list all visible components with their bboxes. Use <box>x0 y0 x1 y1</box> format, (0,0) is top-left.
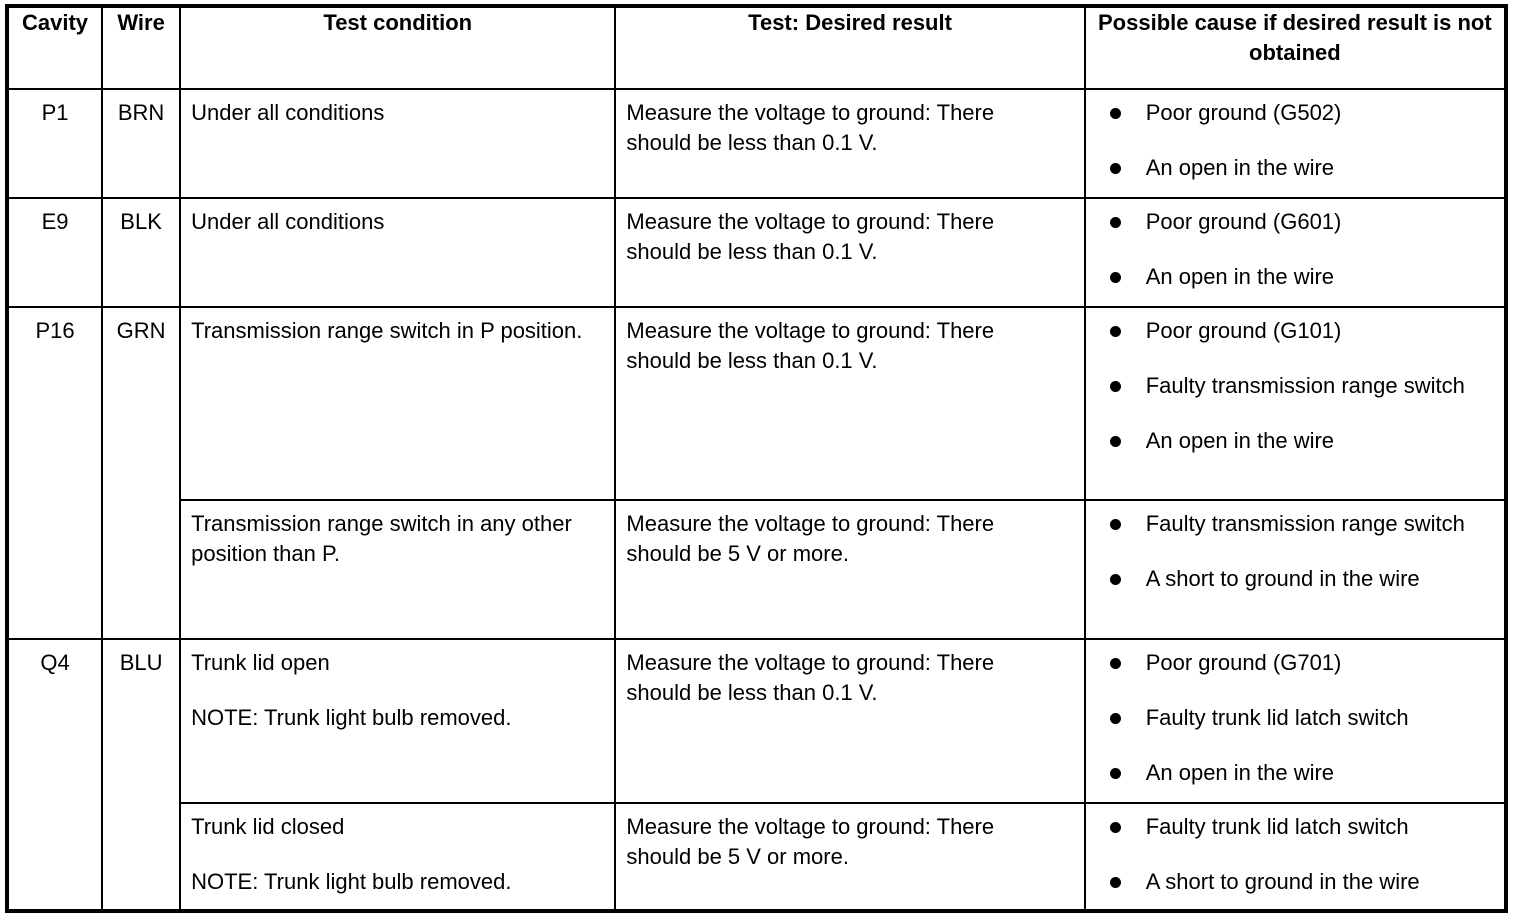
wire-cell: GRN <box>101 306 182 640</box>
cause-text: Faulty trunk lid latch switch <box>1145 705 1409 730</box>
condition-text: Under all conditions <box>191 100 385 125</box>
header-cavity: Cavity <box>5 5 104 90</box>
cause-text: Faulty trunk lid latch switch <box>1145 814 1409 839</box>
cause-item: Poor ground (G701) <box>1109 648 1494 678</box>
cavity-cell: P1 <box>5 88 104 199</box>
test-condition-cell: Under all conditions <box>179 88 617 199</box>
cause-item: An open in the wire <box>1109 153 1494 183</box>
test-condition-cell: Trunk lid open NOTE: Trunk light bulb rem… <box>179 638 617 804</box>
header-test-condition: Test condition <box>179 5 617 90</box>
bullet-icon <box>1109 326 1121 337</box>
bullet-icon <box>1109 217 1121 228</box>
cause-text: A short to ground in the wire <box>1145 869 1420 894</box>
cause-text: Faulty transmission range switch <box>1145 373 1465 398</box>
cause-item: Faulty transmission range switch <box>1109 509 1494 539</box>
cause-list: Poor ground (G101) Faulty transmission ra… <box>1096 316 1494 456</box>
header-row: Cavity Wire Test condition Test: Desired… <box>5 5 1508 90</box>
test-condition-cell: Trunk lid closed NOTE: Trunk light bulb r… <box>179 802 617 912</box>
cause-text: Poor ground (G601) <box>1145 209 1342 234</box>
desired-result-cell: Measure the voltage to ground: There sho… <box>614 638 1086 804</box>
bullet-icon <box>1109 272 1121 283</box>
cause-list: Poor ground (G701) Faulty trunk lid latch… <box>1096 648 1494 788</box>
bullet-icon <box>1109 877 1121 888</box>
cause-item: Faulty trunk lid latch switch <box>1109 703 1494 733</box>
bullet-icon <box>1109 108 1121 119</box>
cavity-cell: Q4 <box>5 638 104 912</box>
cause-text: Poor ground (G502) <box>1145 100 1342 125</box>
wire-cell: BRN <box>101 88 182 199</box>
desired-result-cell: Measure the voltage to ground: There sho… <box>614 802 1086 912</box>
bullet-icon <box>1109 381 1121 392</box>
cause-text: Poor ground (G101) <box>1145 318 1342 343</box>
table-row: P1 BRN Under all conditions Measure the vol… <box>5 88 1508 199</box>
possible-cause-cell: Poor ground (G701) Faulty trunk lid latch… <box>1083 638 1508 804</box>
table-row: P16 GRN Transmission range switch in P pos… <box>5 306 1508 640</box>
condition-text: Trunk lid closed <box>191 814 345 839</box>
test-condition-cell: Transmission range switch in P position. <box>179 306 617 501</box>
table-row: Transmission range switch in any other p… <box>7 499 1508 640</box>
bullet-icon <box>1109 713 1121 724</box>
desired-result-cell: Measure the voltage to ground: There sho… <box>614 88 1086 199</box>
possible-cause-cell: Poor ground (G601) An open in the wire <box>1083 197 1508 308</box>
header-wire: Wire <box>101 5 182 90</box>
cavity-cell: E9 <box>5 197 104 308</box>
wire-cell: BLK <box>101 197 182 308</box>
desired-result-cell: Measure the voltage to ground: There sho… <box>614 306 1086 501</box>
cause-text: An open in the wire <box>1145 428 1335 453</box>
bullet-icon <box>1109 822 1121 833</box>
condition-text: Trunk lid open <box>191 650 330 675</box>
cause-list: Faulty trunk lid latch switch A short to … <box>1096 812 1494 897</box>
condition-text: Under all conditions <box>191 209 385 234</box>
condition-text: Transmission range switch in P position. <box>191 318 583 343</box>
bullet-icon <box>1109 436 1121 447</box>
bullet-icon <box>1109 519 1121 530</box>
cause-list: Poor ground (G502) An open in the wire <box>1096 98 1494 183</box>
cause-item: Poor ground (G601) <box>1109 207 1494 237</box>
cause-item: A short to ground in the wire <box>1109 867 1494 897</box>
cause-item: An open in the wire <box>1109 426 1494 456</box>
cause-text: Poor ground (G701) <box>1145 650 1342 675</box>
cause-text: An open in the wire <box>1145 264 1335 289</box>
test-condition-cell: Under all conditions <box>179 197 617 308</box>
cause-item: An open in the wire <box>1109 758 1494 788</box>
cause-text: An open in the wire <box>1145 760 1335 785</box>
possible-cause-cell: Faulty trunk lid latch switch A short to … <box>1083 802 1508 912</box>
header-desired-result: Test: Desired result <box>614 5 1086 90</box>
possible-cause-cell: Faulty transmission range switch A short … <box>1083 499 1508 640</box>
condition-text: NOTE: Trunk light bulb removed. <box>191 705 512 730</box>
wire-cell: BLU <box>101 638 182 912</box>
cause-item: An open in the wire <box>1109 262 1494 292</box>
cavity-cell: P16 <box>5 306 104 640</box>
cause-item: Poor ground (G101) <box>1109 316 1494 346</box>
desired-result-cell: Measure the voltage to ground: There sho… <box>614 197 1086 308</box>
table-row: Trunk lid closed NOTE: Trunk light bulb r… <box>7 802 1508 912</box>
bullet-icon <box>1109 658 1121 669</box>
condition-text: Transmission range switch in any other p… <box>191 511 572 566</box>
bullet-icon <box>1109 768 1121 779</box>
cause-item: Faulty transmission range switch <box>1109 371 1494 401</box>
test-table: Cavity Wire Test condition Test: Desired… <box>5 4 1508 913</box>
header-possible-cause: Possible cause if desired result is not … <box>1083 5 1508 90</box>
bullet-icon <box>1109 574 1121 585</box>
bullet-icon <box>1109 163 1121 174</box>
condition-text: NOTE: Trunk light bulb removed. <box>191 869 512 894</box>
table-row: E9 BLK Under all conditions Measure the vol… <box>5 197 1508 308</box>
possible-cause-cell: Poor ground (G502) An open in the wire <box>1083 88 1508 199</box>
test-condition-cell: Transmission range switch in any other p… <box>179 499 617 640</box>
desired-result-cell: Measure the voltage to ground: There sho… <box>614 499 1086 640</box>
cause-text: A short to ground in the wire <box>1145 566 1420 591</box>
cause-item: A short to ground in the wire <box>1109 564 1494 594</box>
cause-text: Faulty transmission range switch <box>1145 511 1465 536</box>
cause-item: Faulty trunk lid latch switch <box>1109 812 1494 842</box>
cause-item: Poor ground (G502) <box>1109 98 1494 128</box>
table-row: Q4 BLU Trunk lid open NOTE: Trunk light bul… <box>5 638 1508 912</box>
cause-list: Poor ground (G601) An open in the wire <box>1096 207 1494 292</box>
cause-list: Faulty transmission range switch A short … <box>1096 509 1494 594</box>
possible-cause-cell: Poor ground (G101) Faulty transmission ra… <box>1083 306 1508 501</box>
cause-text: An open in the wire <box>1145 155 1335 180</box>
